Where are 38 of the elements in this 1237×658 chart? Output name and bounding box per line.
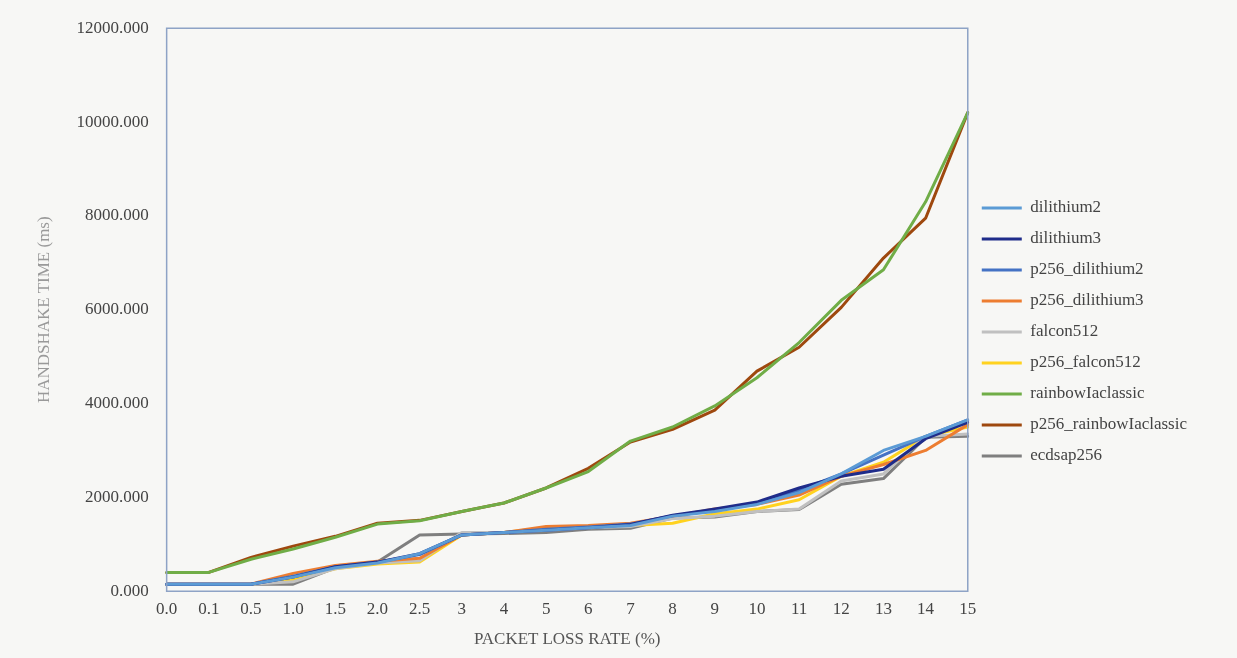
- x-tick-label: 6: [584, 598, 593, 618]
- y-tick-label: 12000.000: [76, 17, 149, 37]
- x-tick-label: 10: [748, 598, 766, 618]
- x-tick-label: 11: [790, 598, 808, 618]
- x-tick-label: 4: [499, 598, 509, 618]
- x-tick-label: 0.5: [240, 598, 262, 618]
- x-tick-label: 12: [832, 598, 850, 618]
- x-tick-label: 9: [710, 598, 720, 618]
- x-tick-label: 1.5: [324, 598, 346, 618]
- y-tick-label: 4000.000: [84, 393, 149, 412]
- y-axis-title: HANDSHAKE TIME (ms): [33, 216, 53, 404]
- legend-label: falcon512: [1030, 321, 1099, 341]
- x-tick-label: 5: [541, 598, 551, 618]
- x-tick-label: 2.5: [409, 598, 431, 618]
- x-tick-label: 0.0: [156, 598, 178, 618]
- legend-label: dilithium2: [1030, 197, 1102, 217]
- legend-label: ecdsap256: [1030, 445, 1103, 465]
- x-tick-label: 2.0: [366, 598, 389, 618]
- legend-label: p256_dilithium2: [1030, 259, 1144, 279]
- x-tick-label: 14: [917, 598, 935, 618]
- y-tick-label: 0.000: [110, 580, 149, 600]
- x-tick-label: 7: [626, 598, 636, 618]
- y-tick-label: 8000.000: [84, 205, 149, 225]
- x-tick-label: 13: [874, 598, 892, 618]
- legend-label: dilithium3: [1030, 228, 1102, 248]
- y-tick-label: 6000.000: [84, 299, 149, 319]
- legend-label: p256_rainbowIaclassic: [1030, 414, 1188, 434]
- x-axis-title: PACKET LOSS RATE (%): [473, 629, 661, 649]
- y-tick-label: 10000.000: [76, 111, 149, 131]
- x-tick-label: 15: [959, 598, 977, 618]
- x-tick-label: 8: [668, 598, 677, 618]
- x-tick-label: 3: [457, 598, 467, 618]
- x-tick-label: 0.1: [198, 598, 220, 618]
- legend-label: p256_dilithium3: [1030, 290, 1144, 310]
- legend-label: p256_falcon512: [1030, 352, 1141, 372]
- legend-label: rainbowIaclassic: [1030, 383, 1145, 403]
- y-tick-label: 2000.000: [84, 486, 149, 506]
- x-tick-label: 1.0: [282, 598, 304, 618]
